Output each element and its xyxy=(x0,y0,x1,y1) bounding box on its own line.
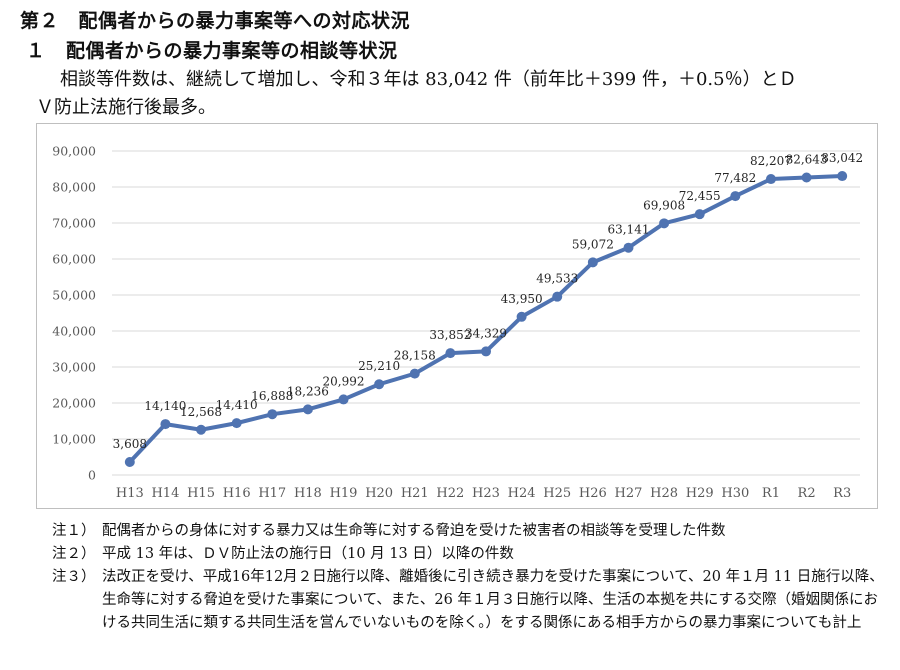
x-tick-label: R2 xyxy=(798,486,816,501)
y-tick-label: 20,000 xyxy=(52,396,96,411)
data-point xyxy=(302,404,313,415)
data-label: 82,207 xyxy=(750,154,792,168)
footnote-text: 配偶者からの身体に対する暴力又は生命等に対する脅迫を受けた被害者の相談等を受理し… xyxy=(102,523,726,539)
x-tick-label: H22 xyxy=(436,486,464,501)
data-label: 63,141 xyxy=(607,223,649,237)
line-chart: 0 10,000 20,000 30,000 40,000 50,000 60,000 70,… xyxy=(52,144,864,502)
data-points xyxy=(124,171,848,468)
footnote-label: 注３） xyxy=(52,569,96,585)
x-tick-label: H18 xyxy=(294,486,322,501)
data-label: 20,992 xyxy=(323,374,365,388)
gridlines xyxy=(112,150,860,476)
data-label: 34,329 xyxy=(465,326,507,340)
data-point xyxy=(231,418,242,429)
subsection-title: 配偶者からの暴力事案等の相談等状況 xyxy=(66,40,398,62)
y-tick-label: 0 xyxy=(88,468,96,483)
x-tick-label: H15 xyxy=(187,486,215,501)
x-tick-label: H21 xyxy=(401,486,429,501)
x-tick-label: H13 xyxy=(116,486,144,501)
data-point xyxy=(338,394,349,405)
y-axis-labels: 0 10,000 20,000 30,000 40,000 50,000 60,000 70,… xyxy=(52,144,96,483)
y-tick-label: 10,000 xyxy=(52,432,96,447)
data-point xyxy=(801,172,812,183)
data-point xyxy=(552,291,563,302)
data-point xyxy=(730,191,741,202)
footnote-1: 注１） 配偶者からの身体に対する暴力又は生命等に対する脅迫を受けた被害者の相談等を… xyxy=(52,520,892,543)
data-point xyxy=(267,409,278,420)
data-label: 25,210 xyxy=(358,359,400,373)
section-heading: 第２ 配偶者からの暴力事案等への対応状況 xyxy=(20,10,411,32)
x-tick-label: H25 xyxy=(543,486,571,501)
data-point xyxy=(481,346,491,357)
data-label: 28,158 xyxy=(394,349,436,363)
x-tick-label: R3 xyxy=(833,486,851,501)
data-label: 14,140 xyxy=(144,399,186,413)
data-point xyxy=(765,174,776,185)
data-label: 18,236 xyxy=(287,384,329,398)
x-axis-labels: H13 H14 H15 H16 H17 H18 H19 H20 H21 H22 H23 H24 H25 H… xyxy=(116,486,851,501)
footnotes: 注１） 配偶者からの身体に対する暴力又は生命等に対する脅迫を受けた被害者の相談等を… xyxy=(52,520,892,635)
y-tick-label: 80,000 xyxy=(52,180,96,195)
data-label: 69,908 xyxy=(643,198,685,212)
x-tick-label: H26 xyxy=(579,486,607,501)
data-point xyxy=(445,348,456,359)
footnote-label: 注２） xyxy=(52,546,96,562)
x-tick-label: R1 xyxy=(762,486,780,501)
data-point xyxy=(694,209,705,220)
y-tick-label: 60,000 xyxy=(52,252,96,267)
data-label: 12,568 xyxy=(180,405,222,419)
x-tick-label: H17 xyxy=(258,486,286,501)
data-point xyxy=(659,218,670,229)
data-label: 77,482 xyxy=(714,171,756,185)
data-point xyxy=(196,424,207,435)
data-label: 14,410 xyxy=(216,398,258,412)
y-tick-label: 90,000 xyxy=(52,144,96,159)
data-point xyxy=(374,379,385,390)
data-label: 72,455 xyxy=(679,189,721,203)
data-label: 3,608 xyxy=(113,437,147,451)
summary-line-1: 相談等件数は、継続して増加し、令和３年は 83,042 件（前年比＋399 件，… xyxy=(60,69,797,90)
x-tick-label: H23 xyxy=(472,486,500,501)
y-tick-label: 40,000 xyxy=(52,324,96,339)
data-point xyxy=(623,242,634,253)
footnote-label: 注１） xyxy=(52,523,96,539)
data-label: 43,950 xyxy=(501,292,543,306)
data-label: 59,072 xyxy=(572,237,614,251)
x-tick-label: H24 xyxy=(508,486,536,501)
x-tick-label: H30 xyxy=(721,486,749,501)
chart-frame: 0 10,000 20,000 30,000 40,000 50,000 60,000 70,… xyxy=(36,123,878,509)
x-tick-label: H14 xyxy=(151,486,179,501)
footnote-3: 注３） 法改正を受け、平成16年12月２日施行以降、離婚後に引き続き暴力を受けた事… xyxy=(52,566,892,635)
data-point xyxy=(587,257,598,268)
footnote-text: 平成 13 年は、ＤＶ防止法の施行日（10 月 13 日）以降の件数 xyxy=(102,546,514,562)
data-point xyxy=(409,368,420,379)
y-tick-label: 50,000 xyxy=(52,288,96,303)
x-tick-label: H28 xyxy=(650,486,678,501)
x-tick-label: H20 xyxy=(365,486,393,501)
data-label: 16,888 xyxy=(251,389,293,403)
x-tick-label: H19 xyxy=(330,486,358,501)
data-point xyxy=(837,171,848,182)
data-point xyxy=(124,457,135,468)
subsection-heading: １ 配偶者からの暴力事案等の相談等状況 xyxy=(20,36,398,63)
subsection-number: １ xyxy=(26,40,46,62)
footnote-text: 法改正を受け、平成16年12月２日施行以降、離婚後に引き続き暴力を受けた事案につ… xyxy=(102,569,884,631)
x-tick-label: H16 xyxy=(223,486,251,501)
data-label: 49,533 xyxy=(536,272,578,286)
data-labels: 3,608 14,14012,56814,41016,88818,23620,99… xyxy=(113,151,864,451)
y-tick-label: 70,000 xyxy=(52,216,96,231)
data-label: 82,643 xyxy=(786,152,828,166)
data-point xyxy=(516,311,527,322)
x-tick-label: H27 xyxy=(615,486,643,501)
x-tick-label: H29 xyxy=(686,486,714,501)
y-tick-label: 30,000 xyxy=(52,360,96,375)
footnote-2: 注２） 平成 13 年は、ＤＶ防止法の施行日（10 月 13 日）以降の件数 xyxy=(52,543,892,566)
data-point xyxy=(160,419,171,430)
summary-line-2: Ｖ防止法施行後最多。 xyxy=(36,97,216,118)
data-label: 33,852 xyxy=(429,328,471,342)
data-label: 83,042 xyxy=(821,151,863,165)
